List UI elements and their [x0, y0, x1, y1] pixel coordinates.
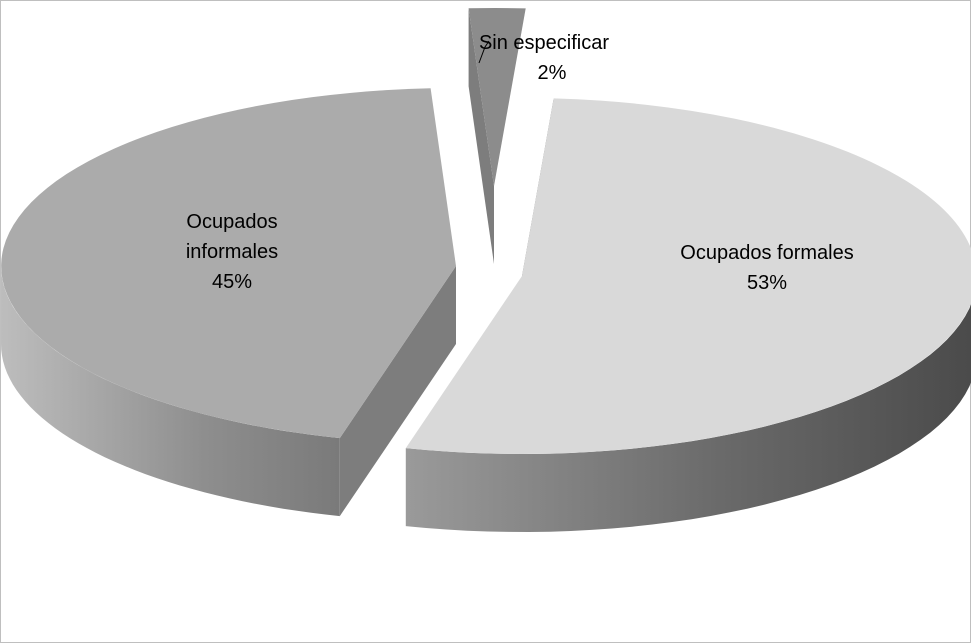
- pie-slice-side: [1, 266, 340, 517]
- pie-slice-side: [405, 304, 971, 532]
- leader-line: [478, 40, 490, 64]
- slice-value-label: 2%: [538, 62, 567, 84]
- pie-slice-2: [1, 88, 456, 517]
- pie-slice-cut-face: [468, 8, 494, 264]
- slice-value-label: 53%: [747, 272, 787, 294]
- pie-slice-1: [405, 98, 971, 532]
- slice-label: Sin especificar: [479, 32, 609, 54]
- slice-label: informales: [186, 241, 278, 263]
- pie-slice-cut-face: [339, 266, 456, 517]
- slice-label: Ocupados formales: [680, 242, 853, 264]
- slice-label: Ocupados: [186, 211, 277, 233]
- slice-value-label: 45%: [212, 271, 252, 293]
- pie-slice-top: [405, 98, 971, 454]
- pie-slice-top: [1, 88, 456, 439]
